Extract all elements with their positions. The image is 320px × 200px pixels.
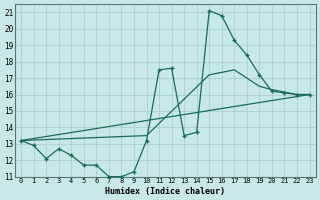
X-axis label: Humidex (Indice chaleur): Humidex (Indice chaleur): [105, 187, 225, 196]
